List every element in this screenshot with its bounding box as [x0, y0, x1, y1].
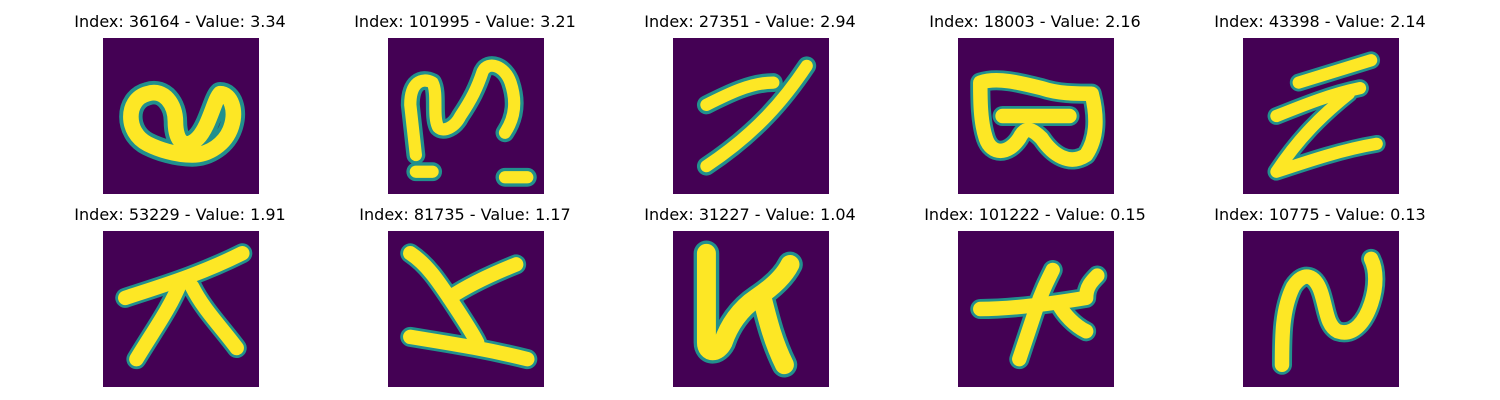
image-title: Index: 43398 - Value: 2.14 — [1214, 12, 1426, 31]
image-panel: Index: 27351 - Value: 2.94 — [630, 10, 870, 194]
image-title: Index: 18003 - Value: 2.16 — [929, 12, 1141, 31]
handwritten-glyph-bow-icon — [958, 38, 1114, 194]
image-title: Index: 101222 - Value: 0.15 — [924, 205, 1146, 224]
image-panel: Index: 43398 - Value: 2.14 — [1200, 10, 1440, 194]
handwritten-glyph-n2-icon — [1243, 231, 1399, 387]
image-panel: Index: 101995 - Value: 3.21 — [345, 10, 585, 194]
handwritten-glyph-star-icon — [103, 231, 259, 387]
handwritten-glyph-slash-icon — [673, 38, 829, 194]
image-title: Index: 53229 - Value: 1.91 — [74, 205, 286, 224]
image-panel: Index: 10775 - Value: 0.13 — [1200, 203, 1440, 387]
image-panel: Index: 81735 - Value: 1.17 — [345, 203, 585, 387]
image-title: Index: 10775 - Value: 0.13 — [1214, 205, 1426, 224]
handwritten-glyph-z-icon — [1243, 38, 1399, 194]
image-title: Index: 81735 - Value: 1.17 — [359, 205, 571, 224]
image-title: Index: 36164 - Value: 3.34 — [74, 12, 286, 31]
handwritten-glyph-z2-icon — [388, 231, 544, 387]
image-title: Index: 101995 - Value: 3.21 — [354, 12, 576, 31]
image-panel: Index: 36164 - Value: 3.34 — [60, 10, 300, 194]
handwritten-glyph-h-icon — [673, 231, 829, 387]
handwritten-glyph-loop-icon — [103, 38, 259, 194]
image-panel: Index: 18003 - Value: 2.16 — [915, 10, 1155, 194]
image-panel: Index: 31227 - Value: 1.04 — [630, 203, 870, 387]
image-title: Index: 27351 - Value: 2.94 — [644, 12, 856, 31]
handwritten-glyph-n-icon — [388, 38, 544, 194]
image-panel: Index: 101222 - Value: 0.15 — [915, 203, 1155, 387]
image-panel: Index: 53229 - Value: 1.91 — [60, 203, 300, 387]
handwritten-glyph-plus-icon — [958, 231, 1114, 387]
image-title: Index: 31227 - Value: 1.04 — [644, 205, 856, 224]
